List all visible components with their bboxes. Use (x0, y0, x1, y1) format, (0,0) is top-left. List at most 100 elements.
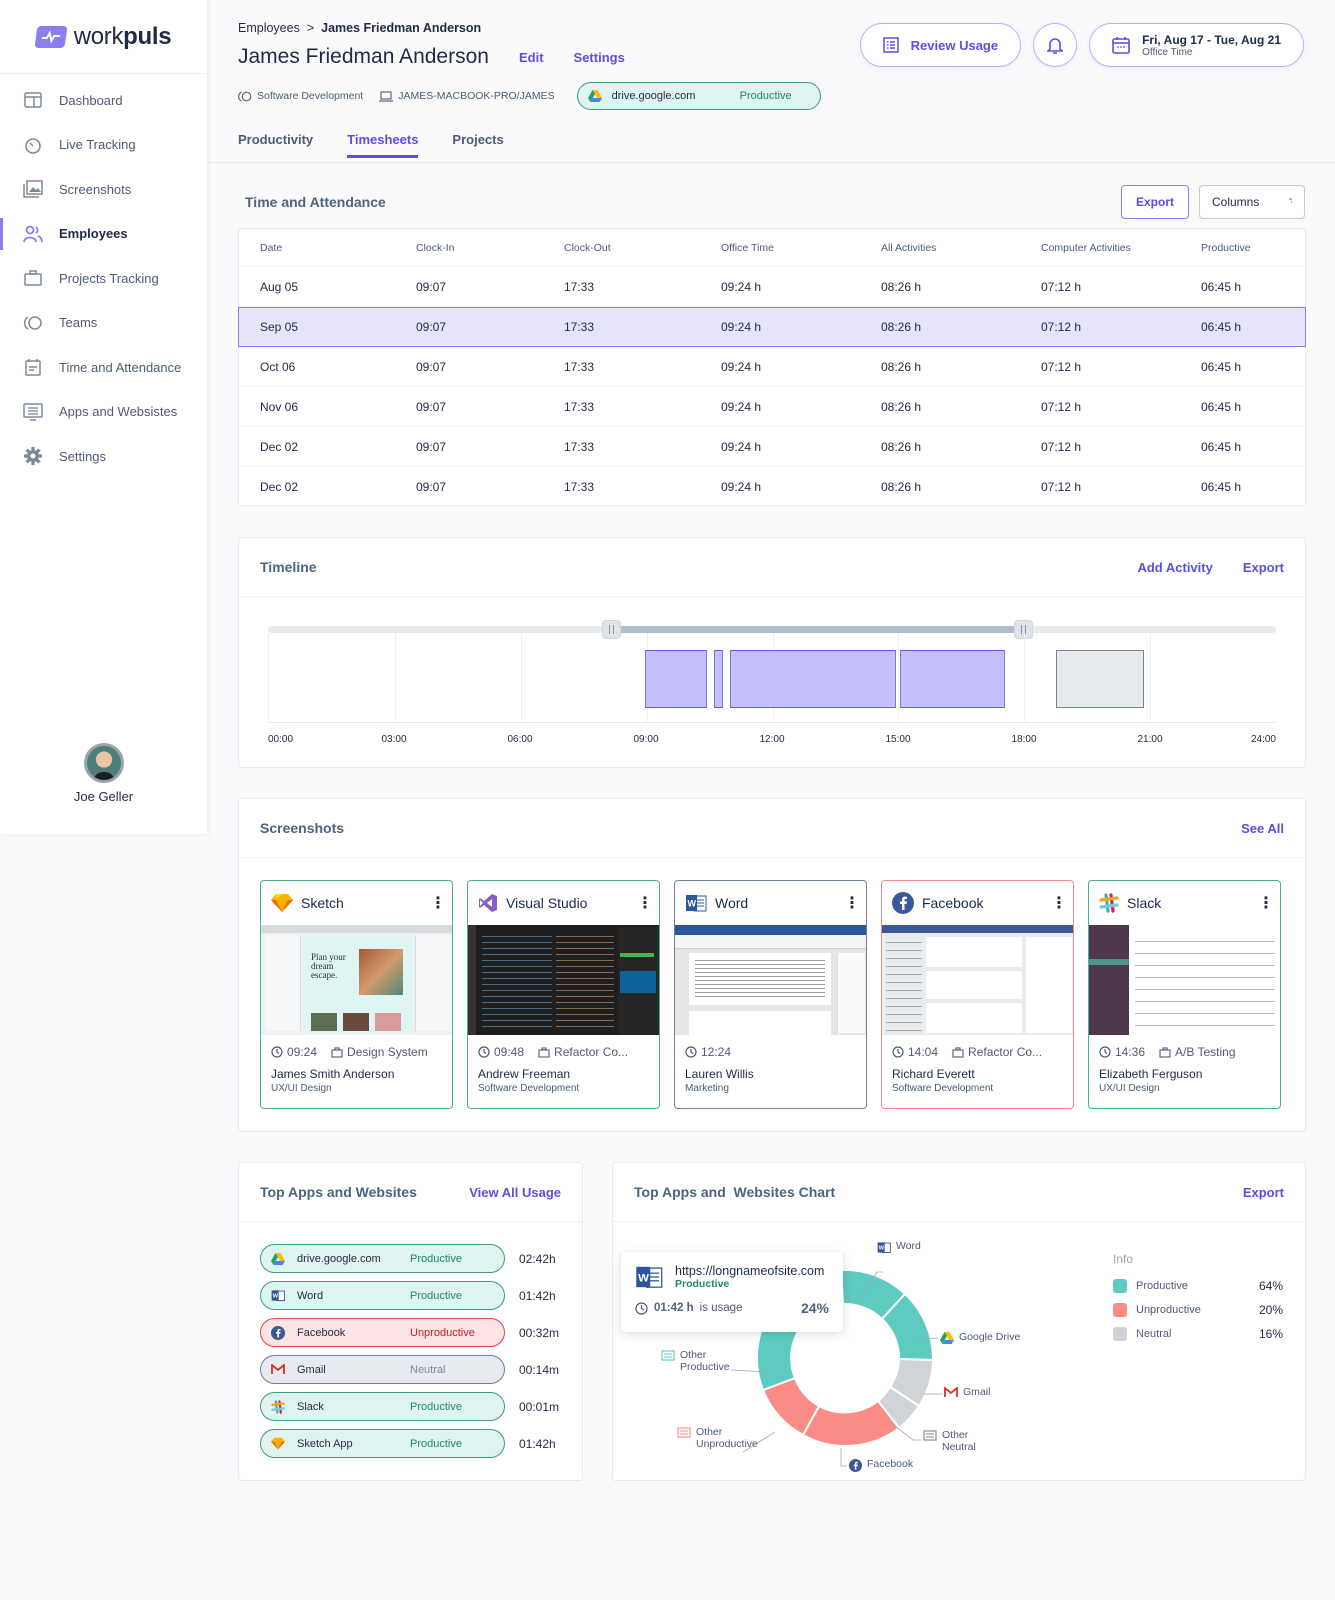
sidebar-item-screenshots[interactable]: Screenshots (0, 167, 207, 212)
app-pill-google-drive[interactable]: drive.google.com Productive (260, 1244, 505, 1273)
activity-block[interactable] (900, 650, 1006, 708)
column-header-all-activities[interactable]: All Activities (881, 241, 937, 254)
legend-label: Productive (1136, 1280, 1188, 1292)
sidebar-item-settings[interactable]: Settings (0, 434, 207, 479)
screenshot-app-name: Sketch (301, 895, 344, 911)
column-header-office-time[interactable]: Office Time (721, 241, 774, 254)
sidebar-item-time-attendance[interactable]: Time and Attendance (0, 345, 207, 390)
columns-button[interactable]: Columns (1199, 185, 1305, 219)
legend-item-unproductive[interactable]: Unproductive 20% (1113, 1298, 1283, 1322)
breadcrumb-parent[interactable]: Employees (238, 21, 300, 35)
screenshot-thumbnail[interactable]: Plan your dream escape. (261, 925, 452, 1035)
more-options-icon[interactable]: ⋮ (1258, 895, 1274, 912)
activity-block[interactable] (644, 650, 708, 708)
table-row[interactable]: Oct 06 09:07 17:33 09:24 h 08:26 h 07:12 h 06:… (239, 347, 1305, 387)
sidebar-item-label: Dashboard (59, 92, 123, 108)
sidebar-item-live-tracking[interactable]: Live Tracking (0, 123, 207, 168)
tab-productivity[interactable]: Productivity (238, 132, 314, 147)
screenshot-project: Design System (347, 1045, 428, 1059)
more-options-icon[interactable]: ⋮ (637, 895, 653, 912)
screenshot-thumbnail[interactable] (468, 925, 659, 1035)
screenshot-card[interactable]: Visual Studio ⋮ 09:48 Refactor Co... And… (467, 880, 660, 1109)
chart-tooltip: W https://longnameofsite.com Productive … (621, 1252, 843, 1332)
settings-link[interactable]: Settings (573, 49, 625, 65)
google-drive-icon (940, 1332, 954, 1344)
table-row[interactable]: Dec 02 09:07 17:33 09:24 h 08:26 h 07:12 h 06:… (239, 467, 1305, 507)
team-name: Software Development (257, 90, 364, 102)
logo[interactable]: workpuls (0, 0, 207, 74)
user-profile[interactable]: Joe Geller (0, 743, 207, 804)
screenshot-card[interactable]: Facebook ⋮ 14:04 Refactor Co... Richard … (881, 880, 1074, 1109)
app-pill-sketch[interactable]: Sketch App Productive (260, 1429, 505, 1458)
word-icon: W (271, 1290, 285, 1302)
view-all-usage-link[interactable]: View All Usage (469, 1184, 561, 1200)
table-row[interactable]: Nov 06 09:07 17:33 09:24 h 08:26 h 07:12 h 06:… (239, 387, 1305, 427)
monitor-list-icon (923, 1430, 937, 1441)
callout-label: Other Unproductive (696, 1426, 758, 1450)
current-app-status: drive.google.com Productive (576, 82, 821, 110)
legend-value: 16% (1258, 1327, 1283, 1341)
list-item: Slack Productive 00:01m (260, 1392, 561, 1421)
screenshot-card[interactable]: W Word ⋮ 12:24 Lauren Willis Marketing (674, 880, 867, 1109)
sidebar-item-teams[interactable]: Teams (0, 301, 207, 346)
app-pill-gmail[interactable]: Gmail Neutral (260, 1355, 505, 1384)
facebook-icon (892, 892, 914, 914)
column-header-clock-out[interactable]: Clock-Out (564, 241, 611, 254)
more-options-icon[interactable]: ⋮ (1051, 895, 1067, 912)
activity-block[interactable] (713, 650, 723, 708)
screenshot-thumbnail[interactable] (882, 925, 1073, 1035)
app-pill-word[interactable]: W Word Productive (260, 1281, 505, 1310)
sidebar-item-employees[interactable]: Employees (0, 212, 207, 257)
table-row[interactable]: Dec 02 09:07 17:33 09:24 h 08:26 h 07:12 h 06:… (239, 427, 1305, 467)
legend-item-productive[interactable]: Productive 64% (1113, 1274, 1283, 1298)
avatar[interactable] (83, 743, 124, 783)
slider-handle-end[interactable] (1014, 620, 1033, 639)
tab-projects[interactable]: Projects (452, 132, 504, 147)
edit-link[interactable]: Edit (518, 49, 544, 65)
column-header-productive[interactable]: Productive (1201, 241, 1251, 254)
apps-chart-export-link[interactable]: Export (1242, 1184, 1284, 1200)
slider-handle-start[interactable] (602, 620, 622, 639)
screenshot-card[interactable]: Slack ⋮ 14:36 A/B Testing Elizabeth Ferg… (1088, 880, 1281, 1109)
current-app-label: Productive (739, 90, 792, 102)
idle-block[interactable] (1055, 650, 1144, 708)
callout-label: Gmail (963, 1386, 991, 1398)
timeline-export-link[interactable]: Export (1242, 559, 1284, 575)
column-header-clock-in[interactable]: Clock-In (416, 241, 455, 254)
attendance-export-button[interactable]: Export (1120, 185, 1189, 219)
screenshot-thumbnail[interactable] (675, 925, 866, 1035)
app-pill-slack[interactable]: Slack Productive (260, 1392, 505, 1421)
screenshot-card[interactable]: Sketch ⋮ Plan your dream escape. 09:24 Des… (260, 880, 453, 1109)
cell-clock-in: 09:07 (416, 320, 447, 334)
notifications-button[interactable] (1033, 23, 1078, 67)
screenshot-thumbnail[interactable] (1089, 925, 1280, 1035)
sidebar-item-dashboard[interactable]: Dashboard (0, 78, 207, 123)
sidebar-item-apps-websites[interactable]: Apps and Websistes (0, 390, 207, 435)
app-name: Sketch App (297, 1437, 353, 1450)
screenshot-team: UX/UI Design (271, 1083, 332, 1094)
table-row-selected[interactable]: Sep 05 09:07 17:33 09:24 h 08:26 h 07:12 h 06:… (238, 307, 1306, 347)
app-pill-facebook[interactable]: Facebook Unproductive (260, 1318, 505, 1347)
screenshot-meta: 12:24 (675, 1035, 866, 1059)
column-header-date[interactable]: Date (260, 241, 283, 254)
add-activity-link[interactable]: Add Activity (1137, 559, 1213, 575)
column-header-computer-activities[interactable]: Computer Activities (1041, 241, 1131, 254)
screenshots-title: Screenshots (260, 820, 345, 836)
screenshot-card-header: W Word ⋮ (675, 881, 866, 925)
sidebar: workpuls Dashboard Live Tracking Screens… (0, 0, 207, 834)
date-range-picker[interactable]: Fri, Aug 17 - Tue, Aug 21 Office Time (1089, 23, 1304, 67)
table-row[interactable]: Aug 05 09:07 17:33 09:24 h 08:26 h 07:12 h 06:… (239, 267, 1305, 307)
activity-block[interactable] (729, 650, 897, 708)
see-all-link[interactable]: See All (1241, 820, 1284, 836)
app-time: 00:14m (519, 1362, 560, 1377)
time-range-slider[interactable] (268, 620, 1276, 639)
chart-legend: Info Productive 64% Unproductive 20% Neu… (1113, 1252, 1283, 1346)
legend-label: Unproductive (1136, 1304, 1201, 1316)
review-usage-button[interactable]: Review Usage (859, 23, 1022, 67)
sidebar-item-projects-tracking[interactable]: Projects Tracking (0, 256, 207, 301)
cell-office-time: 09:24 h (721, 399, 762, 414)
more-options-icon[interactable]: ⋮ (844, 895, 860, 912)
legend-item-neutral[interactable]: Neutral 16% (1113, 1322, 1283, 1346)
more-options-icon[interactable]: ⋮ (430, 895, 446, 912)
tab-timesheets[interactable]: Timesheets (347, 132, 419, 158)
